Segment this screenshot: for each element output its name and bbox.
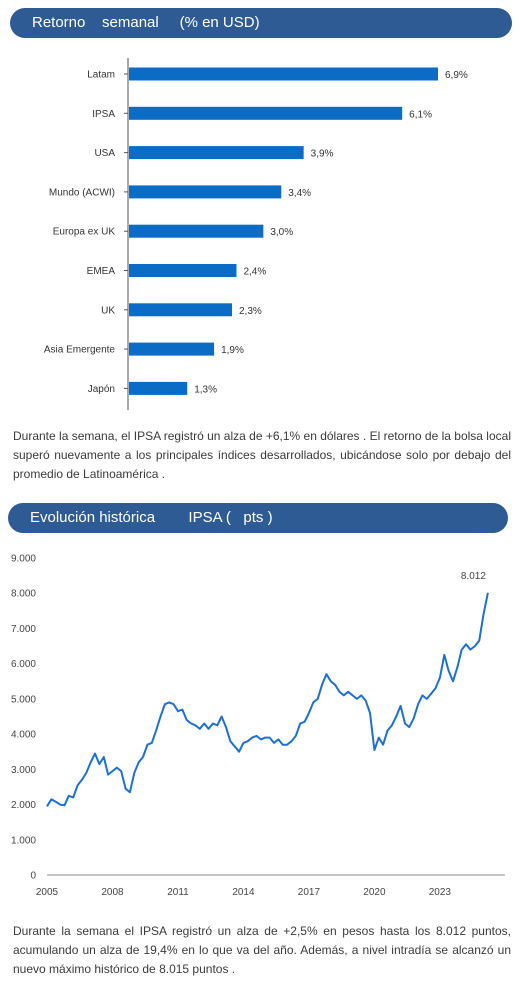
bar-value-label: 2,3% (239, 306, 262, 317)
x-tick-label: 2020 (363, 887, 386, 898)
bar-category-label: USA (94, 148, 115, 159)
bar-uk (129, 303, 232, 317)
bar-value-label: 2,4% (243, 267, 266, 278)
x-tick-label: 2008 (101, 887, 124, 898)
weekly-return-bar-chart: Latam 6,9% IPSA 6,1% USA 3,9% Mundo (ACWI) 3,4%… (44, 58, 468, 410)
x-tick-label: 2023 (429, 887, 452, 898)
bar-value-label: 3,4% (288, 188, 311, 199)
bar-asia-emergente (129, 342, 215, 356)
bar-category-label: Mundo (ACWI) (49, 187, 115, 198)
y-tick-label: 5.000 (11, 694, 36, 705)
bar-value-label: 1,3% (194, 384, 217, 395)
bar-value-label: 6,1% (409, 109, 432, 120)
bar-category-label: EMEA (87, 266, 116, 277)
ipsa-history-line-chart: 0 1.000 2.000 3.000 4.000 5.000 6.000 7.000 8.00… (11, 554, 505, 898)
bar-value-label: 6,9% (445, 70, 468, 81)
bar-mundo-acwi- (129, 185, 282, 199)
x-tick-label: 2011 (167, 887, 189, 898)
y-tick-label: 0 (30, 871, 36, 882)
ipsa-history-commentary: Durante la semana el IPSA registró un al… (13, 924, 511, 976)
bar-value-label: 3,0% (270, 227, 293, 238)
bar-emea (129, 264, 237, 277)
weekly-return-commentary: Durante la semana, el IPSA registró un a… (13, 429, 511, 481)
bar-category-label: IPSA (92, 109, 115, 120)
x-tick-label: 2017 (298, 887, 321, 898)
bar-category-label: Japón (88, 384, 115, 395)
ipsa-series-line (46, 592, 489, 807)
bar-category-label: Asia Emergente (44, 345, 116, 356)
x-tick-label: 2014 (232, 887, 255, 898)
last-value-annotation: 8.012 (461, 571, 486, 582)
bar-europa-ex-uk (129, 224, 264, 238)
x-tick-label: 2005 (36, 887, 59, 898)
y-tick-label: 8.000 (11, 589, 36, 600)
bar-usa (129, 146, 304, 160)
y-tick-label: 4.000 (11, 730, 36, 741)
bar-category-label: Europa ex UK (53, 227, 116, 238)
y-tick-label: 2.000 (11, 800, 36, 811)
bar-latam (129, 67, 438, 81)
y-tick-label: 7.000 (11, 624, 36, 635)
bar-jap-n (129, 381, 188, 395)
section-header-ipsa-history: Evolución histórica IPSA ( pts ) (8, 503, 508, 533)
bar-value-label: 1,9% (221, 345, 244, 356)
y-tick-label: 1.000 (11, 835, 36, 846)
y-tick-label: 6.000 (11, 659, 36, 670)
y-tick-label: 3.000 (11, 765, 36, 776)
bar-category-label: UK (101, 305, 115, 316)
y-tick-label: 9.000 (11, 554, 36, 565)
bar-value-label: 3,9% (311, 149, 334, 160)
bar-category-label: Latam (87, 70, 115, 81)
section-header-weekly-return: Retorno semanal (% en USD) (10, 8, 512, 38)
bar-ipsa (129, 106, 403, 120)
